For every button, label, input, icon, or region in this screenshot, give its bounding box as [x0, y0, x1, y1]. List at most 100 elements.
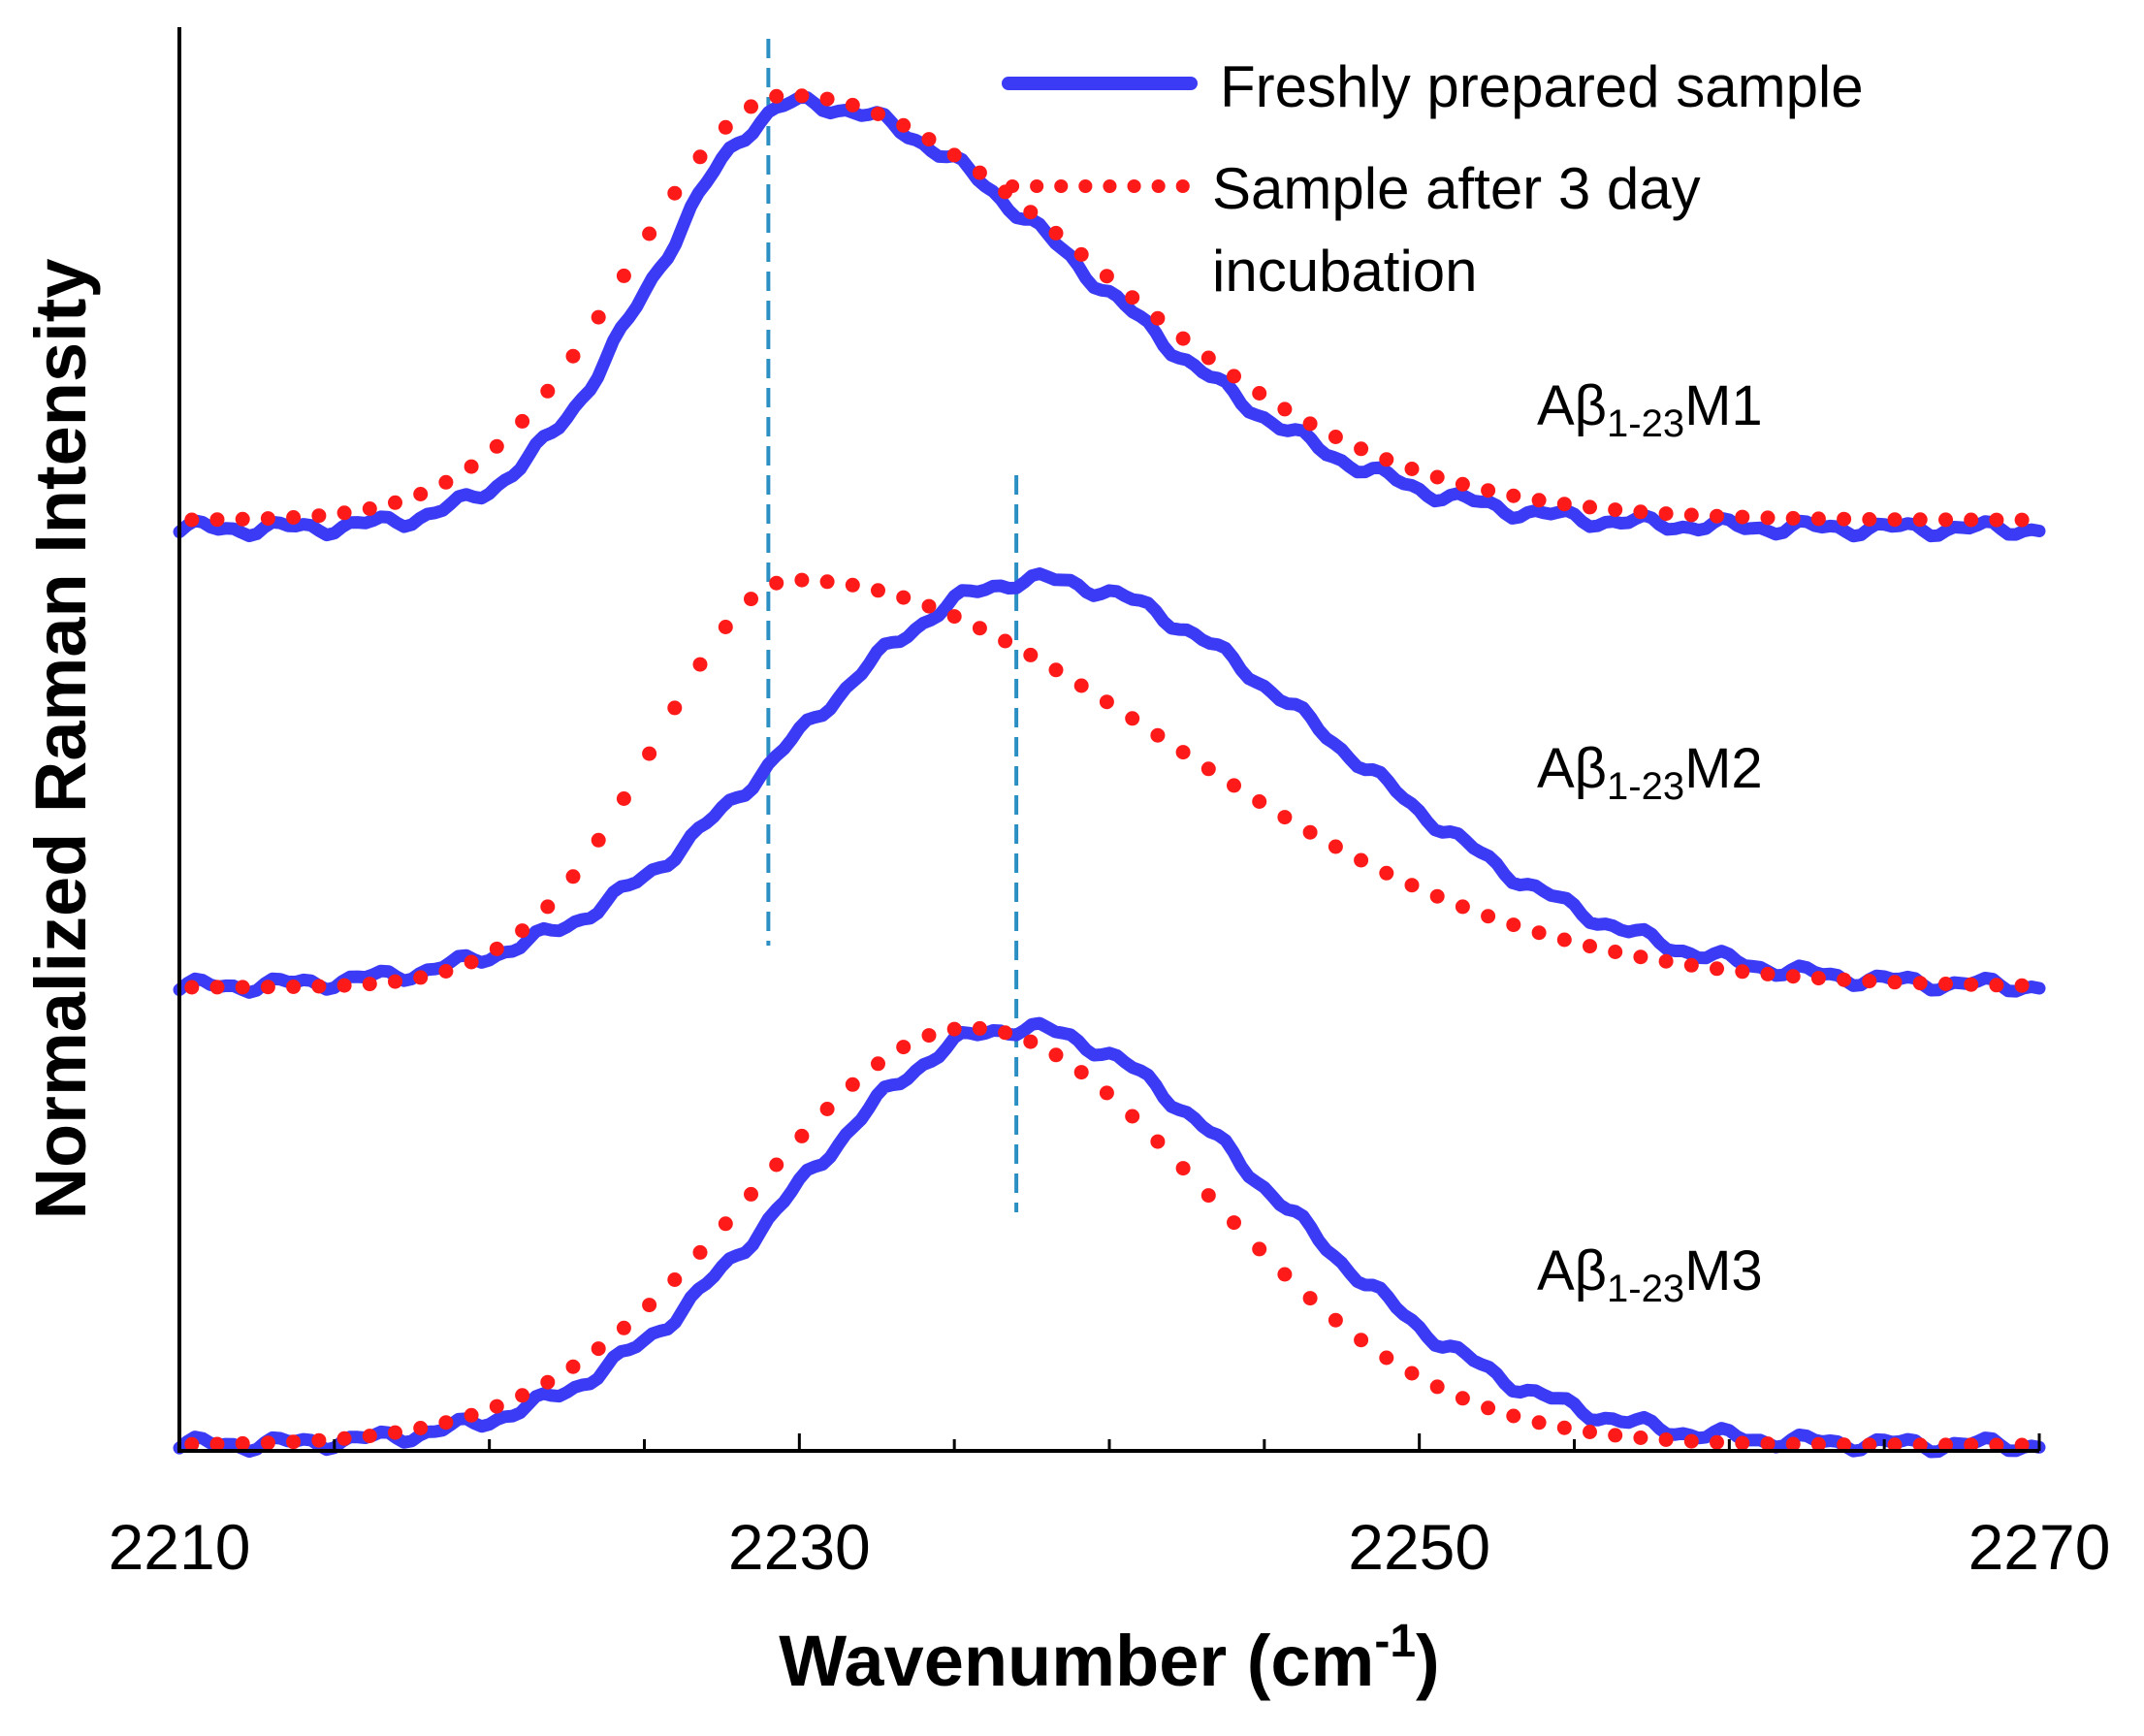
- incubated-point: [896, 590, 912, 605]
- series-group: [173, 88, 2046, 1459]
- incubated-point: [946, 609, 962, 625]
- incubated-point: [1531, 925, 1547, 941]
- incubated-point: [1912, 976, 1928, 991]
- incubated-point: [744, 592, 758, 607]
- incubated-point: [2014, 512, 2030, 528]
- incubated-point: [388, 495, 402, 510]
- incubated-point: [1200, 761, 1216, 777]
- incubated-point: [1583, 499, 1597, 515]
- incubated-point: [209, 512, 225, 528]
- incubated-point: [1048, 662, 1064, 678]
- incubated-point: [1862, 1437, 1877, 1453]
- incubated-point: [845, 1077, 860, 1092]
- incubated-point: [1404, 462, 1420, 476]
- incubated-point: [1200, 350, 1216, 366]
- incubated-point: [1023, 1034, 1039, 1049]
- incubated-point: [1379, 452, 1394, 467]
- incubated-point: [260, 511, 275, 527]
- incubated-point: [667, 1272, 683, 1287]
- incubated-point: [1328, 430, 1343, 444]
- incubated-point: [972, 1020, 987, 1036]
- x-tick-labels: 2210 2230 2250 2270: [109, 1511, 2111, 1583]
- incubated-point: [1404, 1366, 1420, 1381]
- incubated-point: [1252, 386, 1267, 401]
- incubated-point: [1583, 1425, 1597, 1439]
- incubated-point: [565, 869, 581, 884]
- x-axis-title: Wavenumber (cm-1): [779, 1616, 1439, 1701]
- incubated-point: [1125, 711, 1140, 726]
- incubated-point: [1989, 512, 2004, 528]
- incubated-point: [413, 487, 429, 501]
- incubated-point: [1862, 512, 1877, 527]
- incubated-point: [692, 1244, 708, 1260]
- series-incubated-3: [184, 1020, 2030, 1453]
- x-ticks: [177, 1433, 2041, 1451]
- incubated-point: [1837, 1437, 1852, 1453]
- incubated-point: [769, 88, 784, 104]
- incubated-point: [692, 149, 708, 165]
- incubated-point: [1556, 932, 1572, 948]
- incubated-point: [819, 91, 835, 107]
- incubated-point: [1887, 512, 1903, 528]
- incubated-point: [1227, 369, 1241, 384]
- incubated-point: [336, 1431, 352, 1446]
- incubated-point: [336, 505, 352, 521]
- incubated-point: [540, 899, 556, 915]
- panel-label-m3: Aβ1-23M3: [1537, 1239, 1763, 1310]
- incubated-point: [565, 1359, 581, 1374]
- series-incubated-1: [184, 88, 2030, 528]
- incubated-point: [540, 1374, 556, 1390]
- incubated-point: [209, 980, 225, 995]
- incubated-point: [1175, 331, 1191, 346]
- incubated-point: [1658, 1432, 1674, 1447]
- incubated-point: [1277, 810, 1293, 825]
- incubated-point: [515, 413, 530, 429]
- incubated-point: [667, 185, 683, 201]
- panel-label-m2: Aβ1-23M2: [1537, 737, 1763, 808]
- incubated-point: [692, 657, 708, 672]
- legend: Freshly prepared sample Sample after 3 d…: [1002, 54, 1864, 304]
- incubated-point: [1887, 1437, 1903, 1453]
- incubated-point: [1556, 1420, 1572, 1435]
- incubated-point: [819, 574, 835, 590]
- incubated-point: [540, 383, 556, 399]
- incubated-point: [1710, 1434, 1724, 1450]
- incubated-point: [1455, 1391, 1470, 1406]
- x-tick-label: 2230: [728, 1511, 871, 1583]
- incubated-point: [489, 941, 504, 956]
- incubated-point: [1125, 1109, 1140, 1124]
- incubated-point: [1633, 1431, 1648, 1445]
- incubated-point: [1328, 1312, 1343, 1328]
- incubated-point: [464, 1407, 479, 1423]
- incubated-point: [286, 1434, 302, 1450]
- incubated-point: [1837, 972, 1852, 987]
- incubated-point: [921, 598, 937, 614]
- incubated-point: [1785, 1436, 1801, 1452]
- incubated-point: [1048, 1047, 1064, 1063]
- incubated-point: [845, 97, 860, 113]
- incubated-point: [896, 117, 912, 133]
- incubated-point: [972, 621, 987, 636]
- incubated-point: [794, 572, 810, 588]
- incubated-point: [565, 348, 581, 364]
- incubated-point: [1710, 508, 1724, 524]
- incubated-point: [1481, 909, 1496, 924]
- incubated-point: [1658, 506, 1674, 522]
- incubated-point: [616, 791, 631, 806]
- series-incubated-2: [184, 572, 2030, 995]
- incubated-point: [2014, 978, 2030, 993]
- incubated-point: [1048, 225, 1064, 241]
- incubated-point: [1150, 727, 1166, 743]
- incubated-point: [260, 980, 275, 995]
- incubated-point: [1683, 1433, 1699, 1449]
- incubated-point: [1073, 678, 1089, 693]
- incubated-point: [616, 1320, 631, 1335]
- incubated-point: [1429, 1379, 1445, 1395]
- incubated-point: [972, 165, 987, 180]
- incubated-point: [1506, 488, 1521, 503]
- axes: 2210 2230 2250 2270: [109, 27, 2111, 1583]
- incubated-point: [921, 132, 937, 147]
- series-fresh-3: [173, 1016, 2046, 1459]
- incubated-point: [1455, 899, 1470, 915]
- incubated-point: [1506, 917, 1521, 933]
